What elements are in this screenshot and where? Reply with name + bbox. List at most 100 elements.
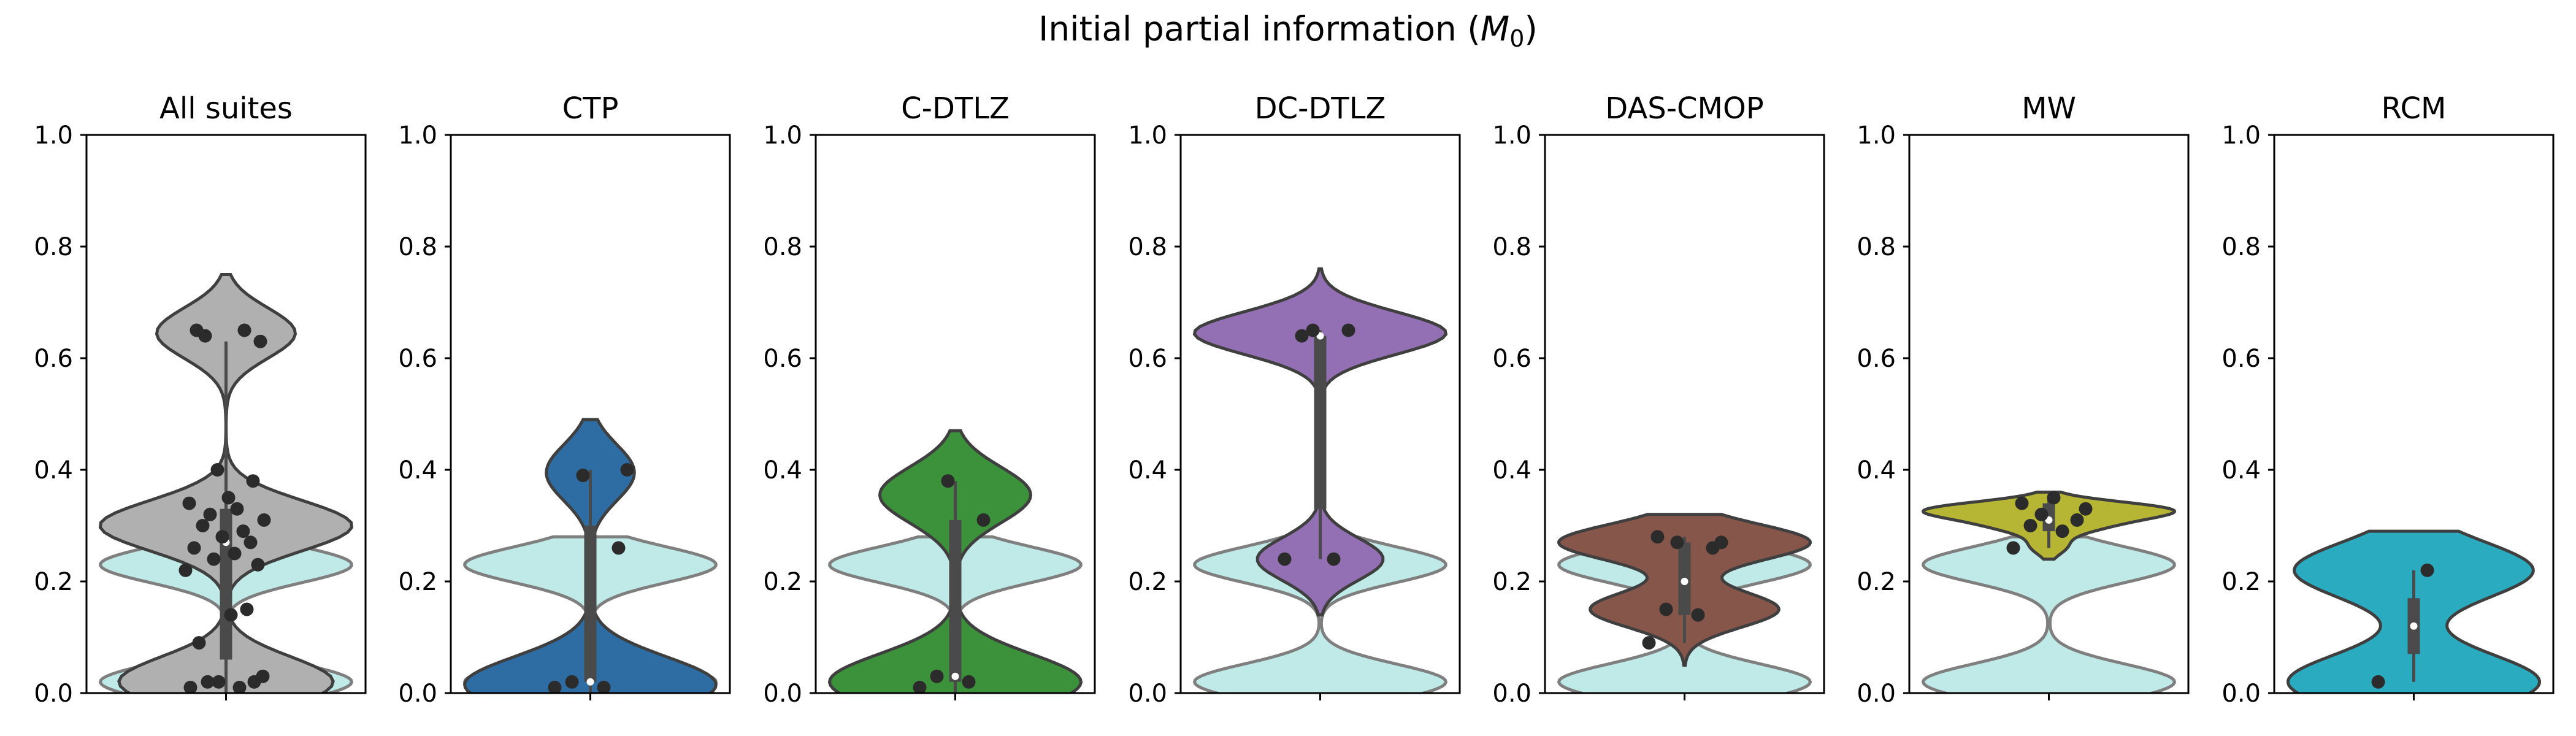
data-point [1327,552,1341,566]
plot-area [1921,490,2177,693]
title-symbol: M [1481,9,1509,48]
y-tick-label: 0.2 [2221,568,2261,596]
data-point [1295,329,1309,343]
y-tick-label: 0.4 [34,456,73,485]
data-point [183,680,197,693]
data-point [236,524,250,539]
y-tick-label: 0.6 [1492,345,1531,373]
data-point [256,669,270,683]
y-tick-label: 0.4 [2221,456,2261,485]
y-tick-label: 0.2 [763,568,802,596]
data-point [224,608,238,622]
y-tick-label: 0.8 [1128,233,1167,261]
panel-ctp: 0.0 0.2 0.4 0.6 0.8 1.0 CTP [398,91,731,708]
data-point [207,552,221,566]
data-point [1659,602,1673,616]
title-subscript: 0 [1509,25,1524,52]
data-point [1341,323,1355,337]
y-tick-label: 0.0 [398,680,437,708]
median-dot [1681,578,1689,585]
median-dot [951,672,959,680]
data-point [178,563,193,577]
data-point [2420,563,2434,577]
data-point [243,535,258,550]
plot-area [98,273,354,693]
data-point [253,334,267,348]
data-point [1278,552,1292,566]
y-tick-label: 0.2 [1857,568,1896,596]
data-point [192,636,206,650]
title-prefix: Initial partial information ( [1038,9,1481,48]
data-point [257,513,271,527]
data-point [2006,541,2020,555]
iqr-box [949,519,962,682]
data-point [230,502,244,516]
panel-c-dtlz: 0.0 0.2 0.4 0.6 0.8 1.0 C-DTLZ [763,91,1096,708]
data-point [2034,507,2049,521]
panel-all-suites: 0.0 0.2 0.4 0.6 0.8 1.0 All suites [34,91,367,708]
y-tick-label: 0.6 [34,345,73,373]
y-tick-label: 0.0 [1857,680,1896,708]
plot-area [1557,513,1812,693]
data-point [1642,636,1656,650]
y-tick-label: 0.0 [2221,680,2261,708]
panel-rcm: 0.0 0.2 0.4 0.6 0.8 1.0 RCM [2221,91,2555,708]
y-tick-label: 0.8 [2221,233,2261,261]
data-point [597,680,611,693]
subplot-title: RCM [2382,91,2447,126]
y-tick-label: 0.4 [1128,456,1167,485]
y-tick-label: 0.6 [1857,345,1896,373]
background-violin [1921,535,2177,693]
y-tick-label: 0.2 [398,568,437,596]
y-tick-label: 1.0 [2221,121,2261,150]
data-point [576,469,590,483]
subplot-title: CTP [562,91,619,126]
y-tick-label: 0.8 [1492,233,1531,261]
median-dot [586,678,594,686]
iqr-box [220,508,232,660]
y-tick-label: 0.2 [34,568,73,596]
data-point [232,680,247,693]
data-point [190,323,204,337]
y-tick-label: 1.0 [1128,121,1167,150]
y-tick-label: 1.0 [763,121,802,150]
y-tick-label: 0.0 [763,680,802,708]
data-point [913,680,927,693]
data-point [251,558,265,572]
data-point [2371,675,2385,689]
subplot-title: DC-DTLZ [1255,91,1386,126]
subplot-title: DAS-CMOP [1605,91,1763,126]
y-tick-label: 1.0 [34,121,73,150]
data-point [196,519,210,532]
subplot-title: All suites [159,91,293,126]
data-point [221,491,236,505]
y-tick-label: 0.4 [398,456,437,485]
y-tick-label: 1.0 [1492,121,1531,150]
y-tick-label: 0.6 [398,345,437,373]
figure-title: Initial partial information (M0) [1038,9,1538,52]
data-point [2047,491,2061,505]
y-tick-label: 0.0 [1492,680,1531,708]
panel-das-cmop: 0.0 0.2 0.4 0.6 0.8 1.0 DAS-CMOP [1492,91,1825,708]
y-tick-label: 1.0 [1857,121,1896,150]
data-point [2070,513,2084,527]
y-tick-label: 0.8 [398,233,437,261]
data-point [228,546,242,561]
y-tick-label: 0.6 [2221,345,2261,373]
data-point [240,602,254,616]
iqr-box [1314,335,1327,509]
data-point [237,323,251,337]
data-point [1691,608,1705,622]
data-point [2055,524,2069,539]
y-tick-label: 0.0 [34,680,73,708]
data-point [962,675,976,689]
data-point [210,463,224,477]
y-tick-label: 0.6 [1128,345,1167,373]
data-point [201,675,215,689]
data-point [1714,535,1728,550]
y-tick-label: 0.2 [1492,568,1531,596]
plot-area [1192,267,1448,693]
y-tick-label: 0.8 [1857,233,1896,261]
plot-area [827,429,1083,693]
